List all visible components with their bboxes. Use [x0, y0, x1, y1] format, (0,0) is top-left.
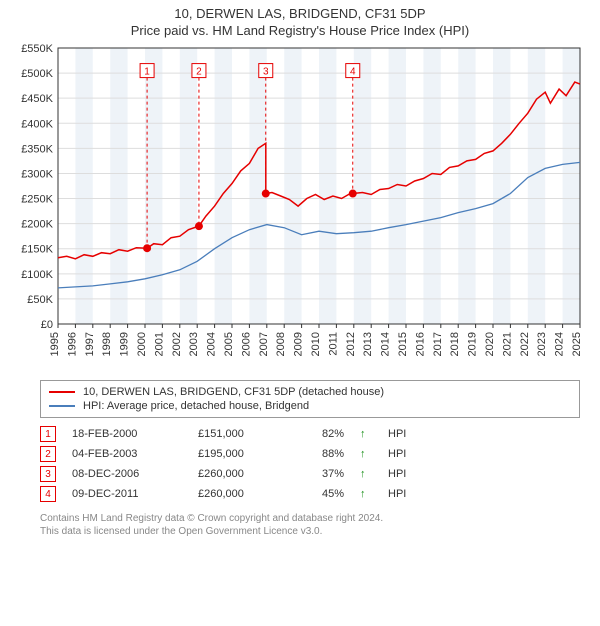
svg-text:£200K: £200K: [21, 219, 53, 231]
svg-text:2011: 2011: [327, 332, 339, 356]
transaction-date: 09-DEC-2011: [72, 488, 182, 500]
svg-text:1999: 1999: [119, 332, 131, 356]
transaction-marker-box: 4: [40, 486, 56, 502]
transaction-price: £260,000: [198, 488, 278, 500]
svg-text:£350K: £350K: [21, 143, 53, 155]
svg-text:2019: 2019: [467, 332, 479, 356]
trend-arrow-icon: ↑: [360, 428, 372, 440]
transaction-row: 1 18-FEB-2000 £151,000 82% ↑ HPI: [40, 424, 580, 444]
svg-text:£400K: £400K: [21, 118, 53, 130]
transaction-date: 18-FEB-2000: [72, 428, 182, 440]
svg-text:£50K: £50K: [27, 294, 53, 306]
legend-item: HPI: Average price, detached house, Brid…: [49, 399, 571, 413]
transaction-date: 04-FEB-2003: [72, 448, 182, 460]
svg-text:2008: 2008: [275, 332, 287, 356]
trend-arrow-icon: ↑: [360, 468, 372, 480]
legend: 10, DERWEN LAS, BRIDGEND, CF31 5DP (deta…: [40, 380, 580, 418]
svg-text:2023: 2023: [536, 332, 548, 356]
svg-text:2012: 2012: [345, 332, 357, 356]
svg-text:1997: 1997: [84, 332, 96, 356]
svg-text:2015: 2015: [397, 332, 409, 356]
transaction-price: £260,000: [198, 468, 278, 480]
svg-text:£550K: £550K: [21, 43, 53, 55]
legend-swatch: [49, 405, 75, 407]
transaction-pct: 37%: [294, 468, 344, 480]
svg-text:1: 1: [144, 67, 150, 78]
transaction-marker-box: 2: [40, 446, 56, 462]
svg-text:2000: 2000: [136, 332, 148, 356]
svg-text:2025: 2025: [571, 332, 583, 356]
svg-text:£100K: £100K: [21, 269, 53, 281]
transaction-pct: 88%: [294, 448, 344, 460]
transaction-row: 4 09-DEC-2011 £260,000 45% ↑ HPI: [40, 484, 580, 504]
transaction-suffix: HPI: [388, 488, 406, 500]
legend-label: HPI: Average price, detached house, Brid…: [83, 400, 309, 412]
svg-text:£450K: £450K: [21, 93, 53, 105]
svg-text:2017: 2017: [432, 332, 444, 356]
svg-text:1996: 1996: [66, 332, 78, 356]
svg-text:2006: 2006: [240, 332, 252, 356]
transaction-suffix: HPI: [388, 448, 406, 460]
svg-text:2002: 2002: [171, 332, 183, 356]
transaction-pct: 82%: [294, 428, 344, 440]
title-line-2: Price paid vs. HM Land Registry's House …: [0, 23, 600, 38]
transaction-price: £151,000: [198, 428, 278, 440]
transaction-row: 3 08-DEC-2006 £260,000 37% ↑ HPI: [40, 464, 580, 484]
svg-text:2022: 2022: [519, 332, 531, 356]
svg-text:2: 2: [196, 67, 202, 78]
transaction-suffix: HPI: [388, 468, 406, 480]
price-chart: £0 £50K £100K £150K £200K £250K £300K £350K £400…: [10, 42, 590, 372]
svg-text:£150K: £150K: [21, 244, 53, 256]
svg-text:2004: 2004: [206, 332, 218, 356]
trend-arrow-icon: ↑: [360, 488, 372, 500]
svg-text:2018: 2018: [449, 332, 461, 356]
svg-text:2021: 2021: [501, 332, 513, 356]
footer-line-1: Contains HM Land Registry data © Crown c…: [40, 512, 580, 525]
svg-text:3: 3: [263, 67, 269, 78]
svg-text:2001: 2001: [153, 332, 165, 356]
transaction-price: £195,000: [198, 448, 278, 460]
transaction-date: 08-DEC-2006: [72, 468, 182, 480]
transaction-marker-box: 1: [40, 426, 56, 442]
footer-line-2: This data is licensed under the Open Gov…: [40, 525, 580, 538]
svg-text:2005: 2005: [223, 332, 235, 356]
svg-text:£500K: £500K: [21, 68, 53, 80]
trend-arrow-icon: ↑: [360, 448, 372, 460]
svg-text:1998: 1998: [101, 332, 113, 356]
svg-text:2003: 2003: [188, 332, 200, 356]
legend-swatch: [49, 391, 75, 393]
legend-label: 10, DERWEN LAS, BRIDGEND, CF31 5DP (deta…: [83, 386, 384, 398]
svg-text:£300K: £300K: [21, 168, 53, 180]
svg-text:2020: 2020: [484, 332, 496, 356]
svg-text:2024: 2024: [554, 332, 566, 356]
transaction-marker-box: 3: [40, 466, 56, 482]
svg-text:4: 4: [350, 67, 356, 78]
transaction-row: 2 04-FEB-2003 £195,000 88% ↑ HPI: [40, 444, 580, 464]
svg-text:2014: 2014: [380, 332, 392, 356]
svg-text:1995: 1995: [49, 332, 61, 356]
svg-text:2016: 2016: [414, 332, 426, 356]
footer-attribution: Contains HM Land Registry data © Crown c…: [40, 512, 580, 538]
svg-text:£250K: £250K: [21, 194, 53, 206]
title-line-1: 10, DERWEN LAS, BRIDGEND, CF31 5DP: [0, 6, 600, 21]
transaction-pct: 45%: [294, 488, 344, 500]
svg-text:2009: 2009: [293, 332, 305, 356]
svg-text:£0: £0: [41, 319, 53, 331]
svg-text:2010: 2010: [310, 332, 322, 356]
svg-text:2007: 2007: [258, 332, 270, 356]
svg-text:2013: 2013: [362, 332, 374, 356]
transaction-suffix: HPI: [388, 428, 406, 440]
transactions-table: 1 18-FEB-2000 £151,000 82% ↑ HPI 2 04-FEB-2003 £…: [40, 424, 580, 504]
legend-item: 10, DERWEN LAS, BRIDGEND, CF31 5DP (deta…: [49, 385, 571, 399]
